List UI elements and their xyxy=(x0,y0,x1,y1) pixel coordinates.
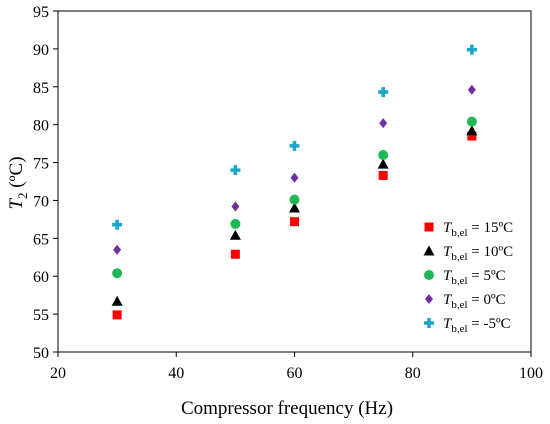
legend-marker xyxy=(424,222,434,232)
data-point xyxy=(377,158,389,169)
legend-marker xyxy=(424,318,435,329)
data-point xyxy=(231,201,240,212)
data-point xyxy=(378,170,388,180)
data-point xyxy=(466,125,478,136)
data-point xyxy=(290,217,299,227)
data-point xyxy=(290,172,299,183)
data-point xyxy=(467,84,476,95)
y-tick-label: 60 xyxy=(33,269,49,286)
data-point xyxy=(378,87,389,98)
legend-marker xyxy=(423,245,435,256)
data-point xyxy=(289,194,300,205)
data-point xyxy=(289,202,300,213)
x-tick-label: 100 xyxy=(519,365,543,382)
x-tick-label: 60 xyxy=(287,365,303,382)
legend-entry-label: Tb,el = 15ºC xyxy=(443,220,513,239)
legend-entry-label: Tb,el = 5ºC xyxy=(443,268,506,287)
data-point xyxy=(378,149,389,160)
y-tick-label: 90 xyxy=(33,42,49,59)
legend-marker xyxy=(424,270,434,280)
axis-ticks: 20 40 60 80 100 50 55 60 65 70 75 80 85 90 95 xyxy=(33,4,543,382)
data-point xyxy=(289,140,300,151)
legend-entry-label: Tb,el = 10ºC xyxy=(443,244,513,263)
data-point xyxy=(466,116,477,127)
y-tick-label: 80 xyxy=(33,118,49,135)
y-tick-label: 65 xyxy=(33,231,49,248)
y-tick-label: 55 xyxy=(33,307,49,324)
y-tick-label: 75 xyxy=(33,156,49,173)
data-point xyxy=(230,218,241,229)
x-tick-label: 80 xyxy=(405,365,421,382)
data-point xyxy=(111,295,123,306)
legend-entry-label: Tb,el = 0ºC xyxy=(443,292,506,311)
x-axis-title: Compressor frequency (Hz) xyxy=(181,398,393,419)
data-points xyxy=(111,44,478,320)
data-point xyxy=(113,244,122,255)
y-axis-title: T2 (ºC) xyxy=(6,156,30,209)
data-point xyxy=(230,165,241,176)
y-tick-label: 85 xyxy=(33,80,49,97)
data-point xyxy=(229,229,241,240)
legend: Tb,el = 15ºC Tb,el = 10ºC Tb,el = 5ºC Tb,el… xyxy=(423,220,513,335)
data-point xyxy=(230,249,240,259)
data-point xyxy=(112,310,122,320)
data-point xyxy=(112,268,123,279)
legend-entry-label: Tb,el = -5ºC xyxy=(443,316,511,335)
x-tick-label: 40 xyxy=(168,365,184,382)
x-tick-label: 20 xyxy=(50,365,66,382)
y-tick-label: 50 xyxy=(33,345,49,362)
y-tick-label: 70 xyxy=(33,193,49,210)
data-point xyxy=(466,44,477,55)
legend-marker xyxy=(425,294,433,304)
y-tick-label: 95 xyxy=(33,4,49,21)
data-point xyxy=(467,131,477,141)
data-point xyxy=(379,118,388,129)
data-point xyxy=(112,219,123,230)
